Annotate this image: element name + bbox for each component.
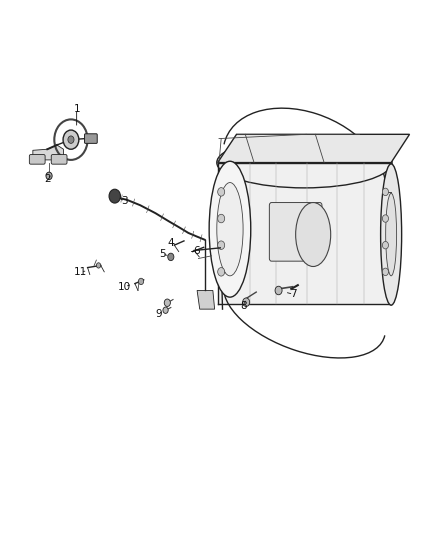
Circle shape: [382, 268, 389, 276]
Circle shape: [218, 241, 225, 249]
Circle shape: [275, 286, 282, 295]
Circle shape: [243, 298, 250, 306]
Ellipse shape: [381, 164, 402, 305]
Circle shape: [63, 130, 79, 149]
Circle shape: [68, 136, 74, 143]
Circle shape: [138, 278, 144, 285]
FancyBboxPatch shape: [51, 155, 67, 164]
Ellipse shape: [385, 193, 397, 276]
FancyBboxPatch shape: [85, 134, 97, 143]
Ellipse shape: [217, 137, 392, 188]
Polygon shape: [218, 163, 391, 304]
Text: 11: 11: [74, 267, 87, 277]
Polygon shape: [218, 134, 410, 163]
Circle shape: [218, 214, 225, 223]
FancyBboxPatch shape: [269, 203, 322, 261]
Circle shape: [382, 241, 389, 249]
Circle shape: [382, 188, 389, 196]
Text: 3: 3: [121, 197, 128, 206]
Text: 7: 7: [290, 289, 297, 299]
Ellipse shape: [209, 161, 251, 297]
Polygon shape: [197, 290, 215, 309]
Text: 1: 1: [73, 104, 80, 114]
Ellipse shape: [296, 203, 331, 266]
Circle shape: [109, 189, 120, 203]
Text: 8: 8: [240, 301, 247, 311]
Ellipse shape: [217, 182, 243, 276]
Circle shape: [218, 188, 225, 196]
Circle shape: [382, 215, 389, 222]
Text: 10: 10: [118, 282, 131, 292]
Circle shape: [218, 268, 225, 276]
FancyBboxPatch shape: [29, 155, 45, 164]
Text: 6: 6: [193, 246, 200, 255]
Circle shape: [168, 253, 174, 261]
Circle shape: [163, 307, 168, 313]
Circle shape: [164, 299, 170, 306]
Circle shape: [46, 172, 52, 180]
Text: 5: 5: [159, 249, 166, 259]
Text: 9: 9: [155, 310, 162, 319]
Polygon shape: [33, 145, 64, 160]
Text: 4: 4: [167, 238, 174, 247]
Circle shape: [96, 263, 101, 268]
Text: 2: 2: [44, 174, 51, 183]
